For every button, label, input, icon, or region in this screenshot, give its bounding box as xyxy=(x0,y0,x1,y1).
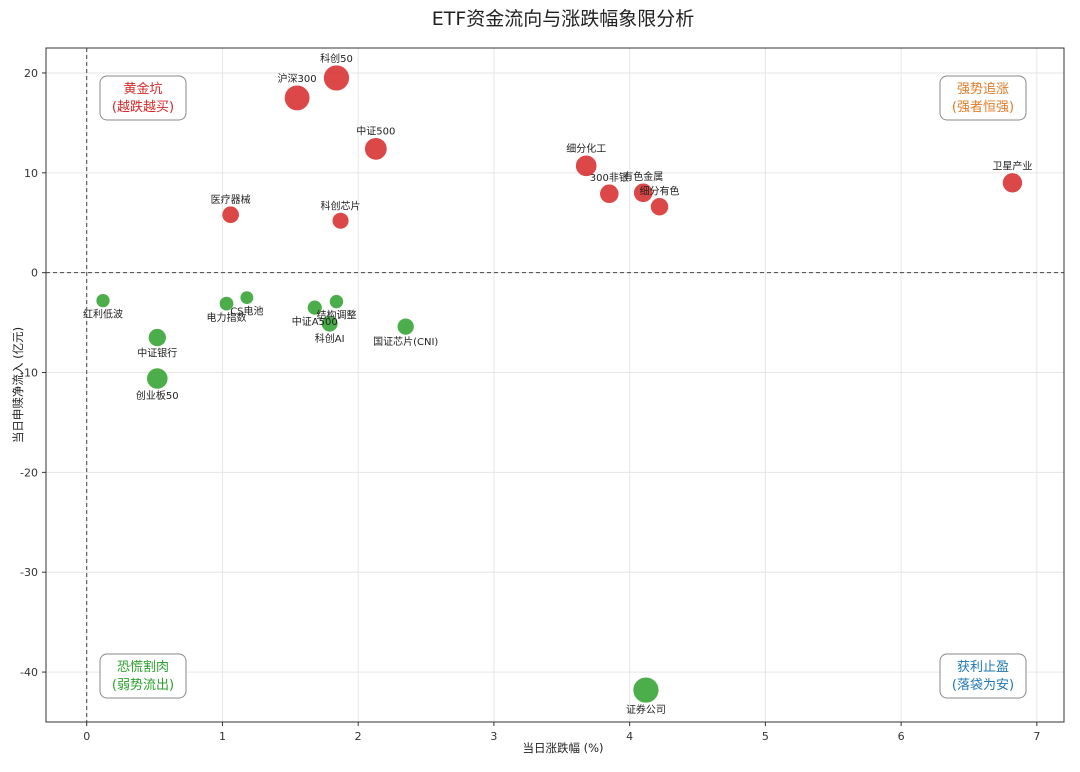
point-label: 结构调整 xyxy=(316,309,356,322)
quadrant-box-bottom-left: 恐慌割肉 (弱势流出) xyxy=(99,653,187,699)
data-point xyxy=(147,328,167,348)
quadrant-box-top-right: 强势追涨 (强者恒强) xyxy=(939,75,1027,121)
x-tick-label: 6 xyxy=(898,730,905,743)
x-tick-label: 3 xyxy=(490,730,497,743)
point-label: 有色金属 xyxy=(623,170,663,183)
data-point xyxy=(1001,172,1023,194)
quadrant-subtitle: (落袋为安) xyxy=(952,678,1014,693)
reference-lines xyxy=(46,48,1064,722)
quadrant-box-bottom-right: 获利止盈 (落袋为安) xyxy=(939,653,1027,699)
chart-title: ETF资金流向与涨跌幅象限分析 xyxy=(432,8,695,30)
data-points xyxy=(95,64,1023,704)
data-point xyxy=(632,676,660,704)
data-point xyxy=(320,314,339,333)
quadrant-box-border xyxy=(939,653,1027,699)
quadrant-annotations: 黄金坑 (越跌越买) 强势追涨 (强者恒强) 恐慌割肉 (弱势流出) 获利止盈 (落袋为安) xyxy=(99,75,1027,699)
x-tick-label: 5 xyxy=(762,730,769,743)
y-tick-label: 20 xyxy=(24,67,38,80)
x-tick-label: 2 xyxy=(355,730,362,743)
point-label: 沪深300 xyxy=(278,72,317,85)
data-point xyxy=(328,294,344,310)
point-label: 细分有色 xyxy=(640,185,680,198)
point-label: 科创AI xyxy=(315,332,345,345)
quadrant-name: 恐慌割肉 xyxy=(117,659,169,675)
y-axis-ticks: 20 10 0 -10 -20 -30 -40 xyxy=(20,67,46,679)
point-label: 中证A500 xyxy=(292,315,338,328)
y-tick-label: -20 xyxy=(20,466,38,479)
point-label: 中证银行 xyxy=(137,347,177,360)
point-label: 300非银 xyxy=(590,171,629,184)
point-label: 医疗器械 xyxy=(211,193,251,206)
point-label: 红利低波 xyxy=(83,308,123,321)
data-point xyxy=(218,295,235,312)
quadrant-box-top-left: 黄金坑 (越跌越买) xyxy=(99,75,187,121)
data-point xyxy=(650,197,670,217)
quadrant-box-border xyxy=(99,653,187,699)
x-axis-label: 当日涨跌幅 (%) xyxy=(522,741,603,755)
x-tick-label: 0 xyxy=(83,730,90,743)
data-point xyxy=(283,84,311,112)
point-label: 细分化工 xyxy=(566,142,606,155)
point-label: CS电池 xyxy=(230,304,263,317)
x-tick-label: 4 xyxy=(626,730,633,743)
quadrant-box-border xyxy=(99,75,187,121)
y-tick-label: -30 xyxy=(20,566,38,579)
data-point xyxy=(239,290,255,305)
data-point xyxy=(331,211,350,230)
y-tick-label: 10 xyxy=(24,167,38,180)
y-axis-label: 当日申赎净流入 (亿元) xyxy=(11,327,25,443)
point-labels: 科创50沪深300中证500细分化工卫星产业300非银有色金属细分有色医疗器械科… xyxy=(83,52,1032,716)
data-point xyxy=(306,299,323,316)
data-point xyxy=(599,183,620,204)
x-tick-label: 1 xyxy=(219,730,226,743)
data-point xyxy=(633,182,654,203)
point-label: 创业板50 xyxy=(136,389,179,402)
plot-area xyxy=(45,47,1065,723)
point-label: 科创50 xyxy=(320,52,353,65)
quadrant-subtitle: (弱势流出) xyxy=(112,677,174,693)
quadrant-subtitle: (越跌越买) xyxy=(112,99,174,115)
grid-lines xyxy=(46,48,1064,722)
data-point xyxy=(221,205,240,224)
y-tick-label: -10 xyxy=(20,367,38,380)
y-tick-label: 0 xyxy=(31,267,38,280)
quadrant-name: 强势追涨 xyxy=(957,81,1009,97)
data-point xyxy=(396,317,415,336)
point-label: 国证芯片(CNI) xyxy=(373,335,438,348)
quadrant-subtitle: (强者恒强) xyxy=(952,100,1014,115)
point-label: 证券公司 xyxy=(626,703,666,716)
point-label: 卫星产业 xyxy=(992,160,1032,173)
x-axis-ticks: 0 1 2 3 4 5 6 7 xyxy=(83,722,1040,743)
data-point xyxy=(323,64,350,92)
point-label: 科创芯片 xyxy=(321,199,361,212)
quadrant-box-border xyxy=(939,75,1027,121)
data-point xyxy=(364,137,388,161)
quadrant-name: 黄金坑 xyxy=(123,81,162,97)
quadrant-name: 获利止盈 xyxy=(957,660,1009,675)
data-point xyxy=(95,293,111,309)
data-point xyxy=(575,154,598,177)
x-tick-label: 7 xyxy=(1033,730,1040,743)
point-label: 中证500 xyxy=(356,125,395,138)
point-label: 电力指数 xyxy=(207,311,247,324)
y-tick-label: -40 xyxy=(20,666,38,679)
data-point xyxy=(146,367,169,390)
